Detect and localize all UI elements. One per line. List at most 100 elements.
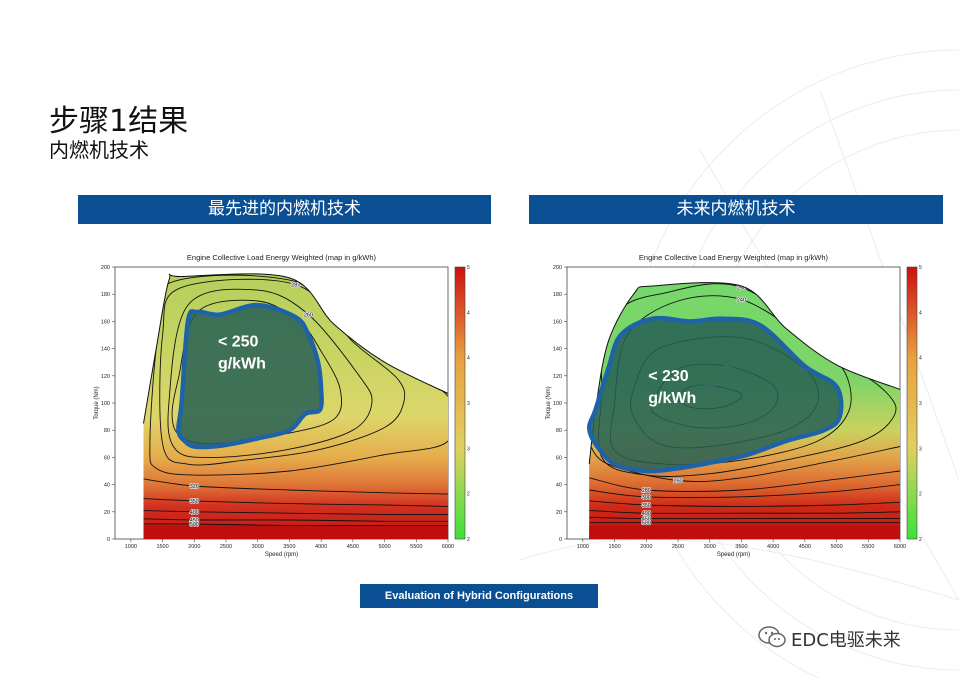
contour-500 <box>137 523 448 526</box>
footer-label: Evaluation of Hybrid Configurations <box>360 584 598 608</box>
x-tick-label: 2000 <box>188 544 200 550</box>
contour-280 <box>589 470 900 492</box>
x-tick-label: 5500 <box>410 544 422 550</box>
x-tick-label: 4500 <box>347 544 359 550</box>
x-tick-label: 4500 <box>799 544 811 550</box>
x-tick-label: 4000 <box>315 544 327 550</box>
contour-400 <box>589 509 900 514</box>
y-tick-label: 140 <box>101 347 110 353</box>
x-tick-label: 4000 <box>767 544 779 550</box>
panel-header-current: 最先进的内燃机技术 <box>78 195 491 224</box>
contour-350 <box>137 497 448 507</box>
highlight-label-line1: < 250 <box>218 333 259 350</box>
y-tick-label: 180 <box>553 292 562 298</box>
contour-label-400: 400 <box>642 511 651 517</box>
contour-350 <box>589 500 900 507</box>
wechat-icon <box>758 626 786 648</box>
x-tick-label: 5500 <box>862 544 874 550</box>
y-tick-label: 0 <box>559 537 562 543</box>
colorbar-tick-label: 500 <box>919 265 922 271</box>
contour-label-450: 450 <box>190 518 199 524</box>
colorbar-tick-label: 250 <box>467 492 470 498</box>
y-tick-label: 20 <box>556 510 562 516</box>
chart-title: Engine Collective Load Energy Weighted (… <box>187 253 377 262</box>
y-tick-label: 180 <box>101 292 110 298</box>
x-tick-label: 3500 <box>283 544 295 550</box>
colorbar-tick-label: 200 <box>467 537 470 543</box>
y-tick-label: 40 <box>556 483 562 489</box>
x-tick-label: 2500 <box>672 544 684 550</box>
colorbar <box>454 266 466 540</box>
highlight-label-line2: g/kWh <box>218 355 266 372</box>
contour-label-400: 400 <box>190 510 199 516</box>
page-title: 步骤1结果 <box>49 104 189 139</box>
contour-label-280: 280 <box>291 283 300 289</box>
low-load-band <box>567 525 900 539</box>
colorbar-tick-label: 300 <box>467 446 470 452</box>
contour-label-280: 280 <box>642 488 651 494</box>
x-tick-label: 2000 <box>640 544 652 550</box>
y-tick-label: 160 <box>101 319 110 325</box>
contour-label-350: 350 <box>190 499 199 505</box>
max-torque-curve <box>588 282 901 465</box>
y-tick-label: 200 <box>553 265 562 271</box>
contour-label-300: 300 <box>642 495 651 501</box>
y-tick-label: 60 <box>104 455 110 461</box>
y-tick-label: 0 <box>107 537 110 543</box>
x-tick-label: 5000 <box>830 544 842 550</box>
bsfc-map-chart-future: 218220230240250260280300350400450500< 23… <box>546 253 922 558</box>
contour-label-260: 260 <box>304 313 313 319</box>
contour-label-500: 500 <box>642 521 651 527</box>
contour-260 <box>167 288 373 458</box>
y-tick-label: 20 <box>104 510 110 516</box>
y-tick-label: 80 <box>556 428 562 434</box>
y-tick-label: 60 <box>556 455 562 461</box>
highlight-label-line1: < 230 <box>648 368 689 385</box>
page-subtitle: 内燃机技术 <box>49 138 149 162</box>
x-tick-label: 3500 <box>735 544 747 550</box>
highlight-label-line2: g/kWh <box>648 390 696 407</box>
contour-250 <box>598 283 897 477</box>
x-tick-label: 1000 <box>577 544 589 550</box>
colorbar-tick-label: 500 <box>467 265 470 271</box>
colorbar-tick-label: 450 <box>467 310 470 316</box>
colorbar-tick-label: 350 <box>919 401 922 407</box>
y-tick-label: 120 <box>101 374 110 380</box>
highlight-region <box>586 315 844 474</box>
y-axis-label: Torque (Nm) <box>94 386 100 419</box>
y-tick-label: 40 <box>104 483 110 489</box>
colorbar-tick-label: 400 <box>919 356 922 362</box>
contour-320 <box>137 477 448 495</box>
colorbar-tick-label: 250 <box>919 492 922 498</box>
contour-260 <box>588 443 900 483</box>
colorbar-tick-label: 300 <box>919 446 922 452</box>
contour-450 <box>137 518 448 522</box>
contour-label-500: 500 <box>190 522 199 528</box>
colorbar-tick-label: 200 <box>919 537 922 543</box>
contour-label-320: 320 <box>190 484 199 490</box>
y-tick-label: 100 <box>101 401 110 407</box>
brand-text: EDC电驱未来 <box>791 630 901 651</box>
y-tick-label: 120 <box>553 374 562 380</box>
contour-450 <box>589 516 900 520</box>
x-tick-label: 1000 <box>125 544 137 550</box>
max-torque-curve <box>143 273 449 424</box>
x-tick-label: 2500 <box>220 544 232 550</box>
contour-label-450: 450 <box>642 517 651 523</box>
x-axis-label: Speed (rpm) <box>717 552 750 558</box>
y-tick-label: 160 <box>553 319 562 325</box>
colorbar-tick-label: 400 <box>467 356 470 362</box>
contour-280 <box>159 278 406 466</box>
contour-300 <box>589 484 900 499</box>
contour-label-250: 250 <box>737 285 746 291</box>
chart-title: Engine Collective Load Energy Weighted (… <box>639 253 829 262</box>
colorbar-tick-label: 450 <box>919 310 922 316</box>
x-tick-label: 6000 <box>894 544 906 550</box>
contour-label-350: 350 <box>642 503 651 509</box>
contour-label-260: 260 <box>673 479 682 485</box>
x-tick-label: 3000 <box>704 544 716 550</box>
colorbar <box>906 266 918 540</box>
x-tick-label: 1500 <box>156 544 168 550</box>
x-tick-label: 3000 <box>252 544 264 550</box>
x-tick-label: 6000 <box>442 544 454 550</box>
